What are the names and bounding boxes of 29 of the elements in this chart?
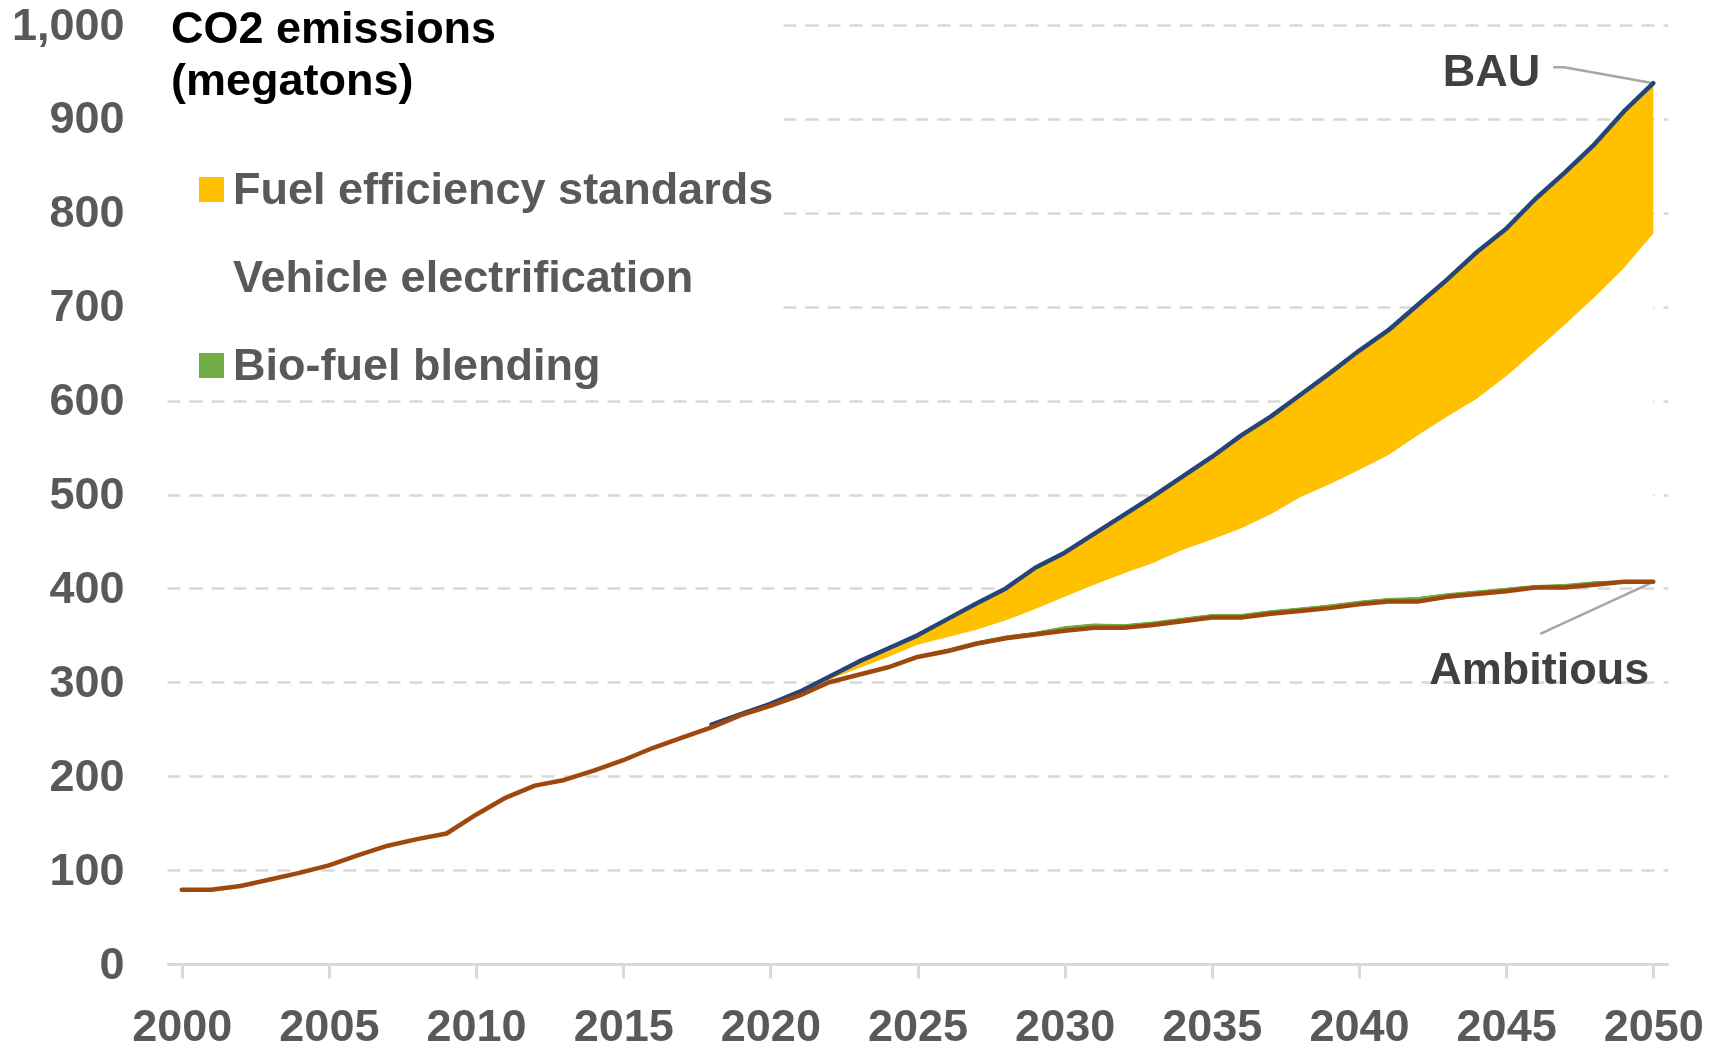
- x-tick-label: 2040: [1309, 999, 1410, 1044]
- x-tick-label: 2010: [426, 999, 527, 1044]
- y-tick-label: 200: [49, 749, 125, 801]
- y-tick-label: 800: [49, 186, 125, 238]
- y-tick-label: 100: [49, 843, 125, 895]
- series-label: BAU: [1442, 45, 1541, 97]
- x-tick-label: 2025: [867, 999, 969, 1044]
- legend-label: Fuel efficiency standards: [233, 162, 774, 214]
- y-tick-label: 0: [99, 937, 125, 989]
- x-tick-label: 2005: [279, 999, 380, 1044]
- annotation: Vehicle electrification: [233, 250, 694, 302]
- x-tick-label: 2045: [1456, 999, 1557, 1044]
- y-tick-label: 500: [49, 468, 125, 519]
- x-tick-label: 2015: [573, 999, 674, 1044]
- y-tick-label: 600: [49, 374, 125, 426]
- series-label: Ambitious: [1429, 642, 1650, 694]
- y-tick-label: 700: [49, 280, 125, 332]
- x-tick-label: 2035: [1162, 999, 1263, 1044]
- x-tick-label: 2020: [720, 999, 821, 1044]
- y-axis-title: CO2 emissions (megatons): [171, 2, 497, 105]
- y-tick-label: 400: [49, 561, 125, 613]
- x-tick-label: 2030: [1015, 999, 1116, 1044]
- y-tick-label: 300: [49, 655, 125, 707]
- line-series: [179, 579, 1656, 893]
- x-tick-label: 2000: [132, 999, 233, 1044]
- y-tick-label: 900: [49, 92, 125, 144]
- y-tick-label: 1,000: [11, 0, 125, 50]
- legend-label: Bio-fuel blending: [233, 338, 601, 390]
- x-tick-label: 2050: [1603, 999, 1704, 1044]
